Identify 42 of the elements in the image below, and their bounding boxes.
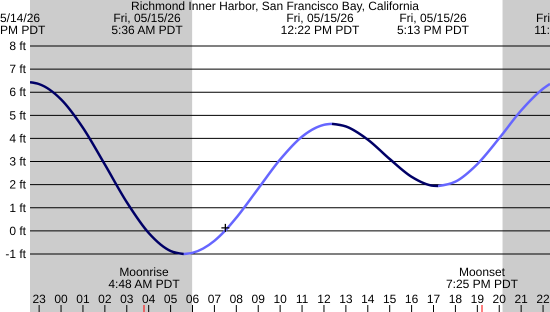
annotation: Moonrise 4:48 AM PDT <box>108 265 180 291</box>
x-tick-label: 23 <box>32 292 46 306</box>
chart-title: Richmond Inner Harbor, San Francisco Bay, California <box>131 0 420 13</box>
x-tick-label: 04 <box>142 292 156 306</box>
y-tick-label: 3 ft <box>9 154 27 169</box>
x-tick-label: 18 <box>448 292 462 306</box>
annotation: Fri, 05/15/26 5:13 PM PDT <box>396 11 470 37</box>
y-tick-label: 8 ft <box>9 38 27 53</box>
x-tick-label: 13 <box>339 292 353 306</box>
x-tick-label: 07 <box>208 292 222 306</box>
x-tick-label: 05 <box>164 292 178 306</box>
y-tick-label: 5 ft <box>9 108 27 122</box>
x-tick-label: 21 <box>514 292 528 306</box>
x-tick-label: 12 <box>317 292 331 306</box>
x-tick-label: 01 <box>76 292 90 306</box>
annotation: Fri, 05/15/26 5:36 AM PDT <box>111 11 184 37</box>
x-tick-label: 11 <box>296 292 309 306</box>
x-tick-label: 15 <box>383 292 397 306</box>
x-tick-label: 17 <box>426 292 441 306</box>
annotation: Moonset 7:25 PM PDT <box>446 265 519 291</box>
x-tick-label: 03 <box>120 292 134 306</box>
x-tick-label: 16 <box>404 292 419 306</box>
x-tick-label: 14 <box>361 292 375 306</box>
x-tick-label: 10 <box>273 292 288 306</box>
y-tick-label: 6 ft <box>9 85 27 100</box>
y-tick-label: 1 ft <box>9 200 27 215</box>
y-tick-label: 4 ft <box>9 131 27 146</box>
annotation: Fri, 05/15/26 12:22 PM PDT <box>280 11 360 37</box>
x-tick-label: 08 <box>230 292 244 306</box>
y-tick-label: -1 ft <box>5 246 27 261</box>
x-tick-label: 02 <box>98 292 112 306</box>
y-tick-label: 0 ft <box>9 224 27 238</box>
annotation: 5/14/26 PM PDT <box>0 11 46 37</box>
x-tick-label: 19 <box>470 292 484 306</box>
y-tick-label: 2 ft <box>9 178 27 192</box>
annotation: Fri 11: <box>534 11 550 37</box>
x-tick-label: 20 <box>492 292 506 306</box>
x-tick-label: 06 <box>186 292 200 306</box>
y-tick-label: 7 ft <box>9 62 27 76</box>
x-tick-label: 22 <box>536 292 550 306</box>
x-tick-label: 00 <box>54 292 68 306</box>
x-tick-label: 09 <box>252 292 266 306</box>
